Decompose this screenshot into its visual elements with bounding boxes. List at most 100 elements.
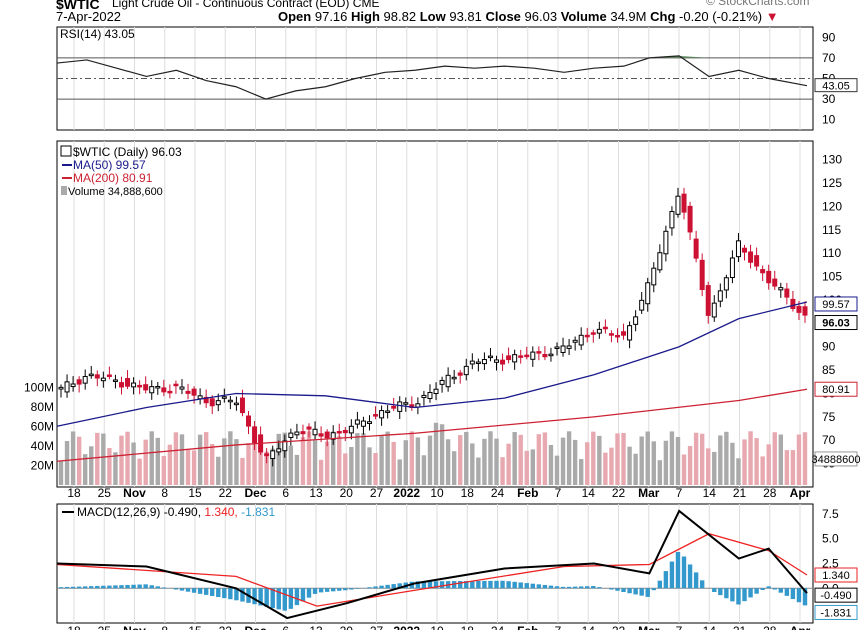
- volume-bar: [790, 450, 796, 485]
- macd-histogram-bar: [143, 584, 148, 589]
- x-tick-label-bottom: 24: [491, 624, 505, 630]
- candle-body: [578, 334, 584, 346]
- volume-bar: [294, 454, 300, 485]
- volume-bar: [512, 432, 517, 485]
- volume-bar: [203, 432, 209, 485]
- x-tick-label-bottom: 22: [219, 624, 233, 630]
- volume-bar: [101, 433, 106, 485]
- macd-histogram-bar: [318, 588, 324, 593]
- macd-histogram-bar: [58, 587, 64, 589]
- macd-histogram-bar: [288, 588, 294, 609]
- macd-histogram-bar: [663, 571, 669, 589]
- candle-body: [366, 421, 372, 424]
- macd-histogram-bar: [572, 586, 578, 589]
- price-tick-label: 75: [822, 410, 836, 424]
- macd-histogram-bar: [427, 581, 433, 589]
- candle-body: [70, 383, 76, 388]
- macd-histogram-bar: [609, 588, 614, 590]
- volume-bar: [633, 453, 638, 485]
- x-tick-label: 22: [219, 486, 233, 500]
- candle-body: [167, 390, 173, 394]
- candle-body: [651, 267, 657, 286]
- macd-histogram-bar: [397, 583, 402, 589]
- macd-histogram-bar: [651, 588, 656, 591]
- volume-bar: [379, 436, 384, 485]
- candle-body: [729, 257, 735, 278]
- volume-bar: [367, 447, 372, 485]
- macd-histogram-bar: [736, 588, 741, 605]
- macd-histogram-bar: [566, 586, 572, 589]
- volume-tag: 34888600: [812, 454, 861, 466]
- price-tick-label: 85: [822, 363, 836, 377]
- candle-body: [439, 379, 445, 385]
- candle-body: [82, 376, 88, 384]
- x-tick-label-bottom: 27: [370, 624, 384, 630]
- x-tick-label: 27: [370, 486, 384, 500]
- macd-histogram-bar: [772, 588, 777, 590]
- volume-bar: [385, 431, 390, 485]
- volume-bar: [706, 448, 711, 485]
- candle-body: [324, 431, 330, 439]
- candle-body: [373, 414, 379, 417]
- candle-body: [687, 205, 693, 233]
- chg-label: Chg: [650, 9, 676, 24]
- candle-body: [294, 431, 300, 436]
- volume-bar: [300, 437, 306, 485]
- macd-histogram-bar: [391, 584, 396, 589]
- macd-histogram-bar: [385, 584, 390, 589]
- macd-histogram-bar: [536, 584, 542, 589]
- candle-body: [191, 388, 197, 396]
- hist-tag-box: [814, 604, 858, 620]
- macd-signal-line: [56, 533, 808, 607]
- candle-body: [699, 259, 705, 290]
- price-panel-frame: [56, 140, 814, 488]
- macd-histogram-bar: [137, 584, 142, 589]
- chg-value: -0.20 (-0.21%): [679, 9, 763, 24]
- macd-histogram-bar: [554, 586, 560, 589]
- macd-histogram-bar: [524, 583, 529, 589]
- macd-histogram-bar: [343, 588, 348, 591]
- macd-histogram-bar: [324, 588, 330, 592]
- candle-body: [742, 247, 748, 253]
- x-tick-label-bottom: 10: [430, 624, 444, 630]
- volume-bar: [500, 457, 505, 485]
- volume-bar: [421, 455, 427, 485]
- macd-histogram-bar: [282, 588, 288, 611]
- volume-bar: [560, 437, 566, 485]
- x-tick-label: 8: [161, 486, 168, 500]
- candle-body: [306, 426, 312, 430]
- macd-histogram-bar: [512, 581, 517, 589]
- macd-histogram-bar: [802, 588, 808, 606]
- candle-body: [596, 328, 602, 334]
- volume-bar: [536, 434, 542, 485]
- low-label: Low: [419, 9, 446, 24]
- volume-bar: [427, 435, 433, 485]
- macd-histogram-bar: [300, 588, 306, 602]
- volume-tick-label: 80M: [31, 400, 54, 414]
- candle-body: [542, 353, 548, 358]
- volume-bar: [264, 451, 269, 485]
- candle-body: [590, 332, 596, 335]
- macd-histogram-bar: [597, 587, 602, 589]
- x-tick-label-bottom: 8: [161, 624, 168, 630]
- price-tick-label: 70: [822, 433, 836, 447]
- x-tick-label-bottom: 14: [582, 624, 596, 630]
- macd-histogram-bar: [506, 581, 511, 589]
- macd-histogram-bar: [107, 585, 112, 589]
- macd-histogram-bar: [228, 588, 233, 600]
- macd-histogram-bar: [778, 588, 784, 593]
- macd-histogram-bar: [373, 586, 378, 589]
- x-tick-label-bottom: Mar: [638, 624, 660, 630]
- candle-body: [548, 353, 554, 357]
- macd-histogram-bar: [379, 585, 384, 589]
- macd-histogram-bar: [70, 586, 76, 589]
- x-tick-label-bottom: 20: [340, 624, 354, 630]
- x-tick-label-bottom: 21: [733, 624, 747, 630]
- volume-bar: [246, 443, 251, 485]
- price-tick-label: 120: [822, 199, 842, 213]
- macd-histogram-bar: [494, 580, 499, 589]
- candle-body: [560, 345, 566, 353]
- volume-bar: [572, 439, 578, 485]
- volume-bar: [131, 442, 136, 485]
- macd-histogram-bar: [621, 588, 626, 592]
